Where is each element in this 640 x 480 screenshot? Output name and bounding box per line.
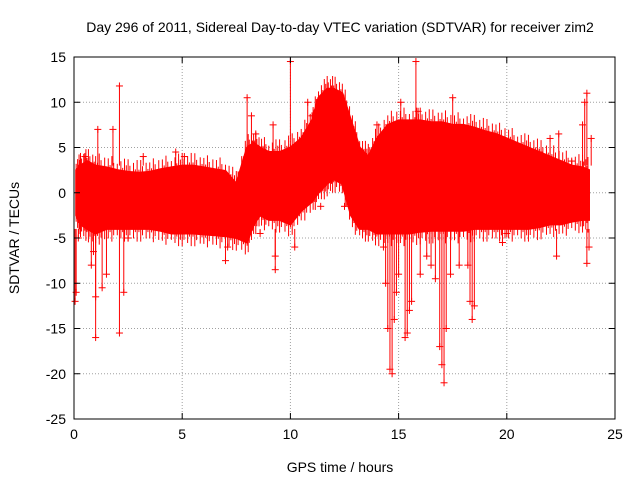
data-point [115,329,123,337]
x-axis: 0 5 10 15 20 25 [70,57,623,442]
data-point [403,329,411,337]
data-point [94,125,102,133]
data-point [395,270,403,278]
data-point [397,98,405,106]
data-point [583,89,591,97]
data-point [447,270,455,278]
data-point [388,370,396,378]
data-point [362,153,370,161]
data-point [416,270,424,278]
data-point [440,379,448,387]
data-point [252,130,260,138]
data-point [124,234,132,242]
data-point [587,134,595,142]
data-point [401,334,409,342]
data-point [180,153,188,161]
data-point [172,148,180,156]
data-point [405,306,413,314]
data-point [498,239,506,247]
data-point [535,148,543,156]
data-point [373,121,381,129]
x-tick-label: 0 [70,426,78,442]
x-tick-label: 5 [178,426,186,442]
data-point [291,243,299,251]
data-point [120,288,128,296]
data-point [317,202,325,210]
plot-area [71,58,595,387]
data-point [423,252,431,260]
data-point [271,266,279,274]
data-point [92,293,100,301]
y-tick-label: -15 [46,321,66,337]
data-point [553,252,561,260]
chart-title: Day 296 of 2011, Sidereal Day-to-day VTE… [86,19,594,35]
data-point [431,275,439,283]
data-point [427,261,435,269]
data-point [583,259,591,267]
data-point [87,261,95,269]
y-tick-label: -5 [54,230,67,246]
data-point [585,243,593,251]
data-point [319,171,327,179]
y-axis-label: SDTVAR / TECUs [6,182,22,294]
data-point [442,325,450,332]
y-tick-label: 10 [50,94,66,110]
data-point [408,297,416,305]
data-point [247,112,255,120]
data-point [568,157,576,165]
y-tick-label: -10 [46,275,66,291]
data-point [555,130,563,138]
data-point [390,315,398,323]
data-point [221,257,229,265]
data-point [392,288,400,296]
data-point [98,284,106,292]
data-point [109,125,117,133]
data-point [115,82,123,90]
x-tick-label: 10 [283,426,299,442]
data-point [256,229,264,237]
y-axis: -25 -20 -15 -10 -5 0 5 10 15 [46,49,615,427]
y-tick-label: 15 [50,49,66,65]
data-point [412,58,420,66]
data-point [449,94,457,102]
data-point [71,297,79,305]
data-point [92,334,100,342]
data-point [139,153,147,161]
data-point [341,202,348,210]
data-point [503,229,511,237]
data-point [81,153,89,161]
x-axis-label: GPS time / hours [287,459,394,475]
data-point [102,270,110,278]
y-tick-label: -25 [46,411,66,427]
y-tick-label: -20 [46,366,66,382]
y-tick-label: 0 [58,185,66,201]
x-tick-label: 15 [391,426,407,442]
data-point [310,144,318,151]
data-point [224,243,232,251]
data-point [546,134,554,142]
x-tick-label: 20 [499,426,515,442]
data-point [455,261,463,269]
y-tick-label: 5 [58,140,66,156]
data-point [414,107,422,115]
x-tick-label: 25 [607,426,623,442]
data-point [269,121,277,129]
data-point [308,112,316,120]
data-point [304,98,312,106]
data-point [470,302,478,310]
data-point [468,315,476,323]
data-point [243,94,251,102]
